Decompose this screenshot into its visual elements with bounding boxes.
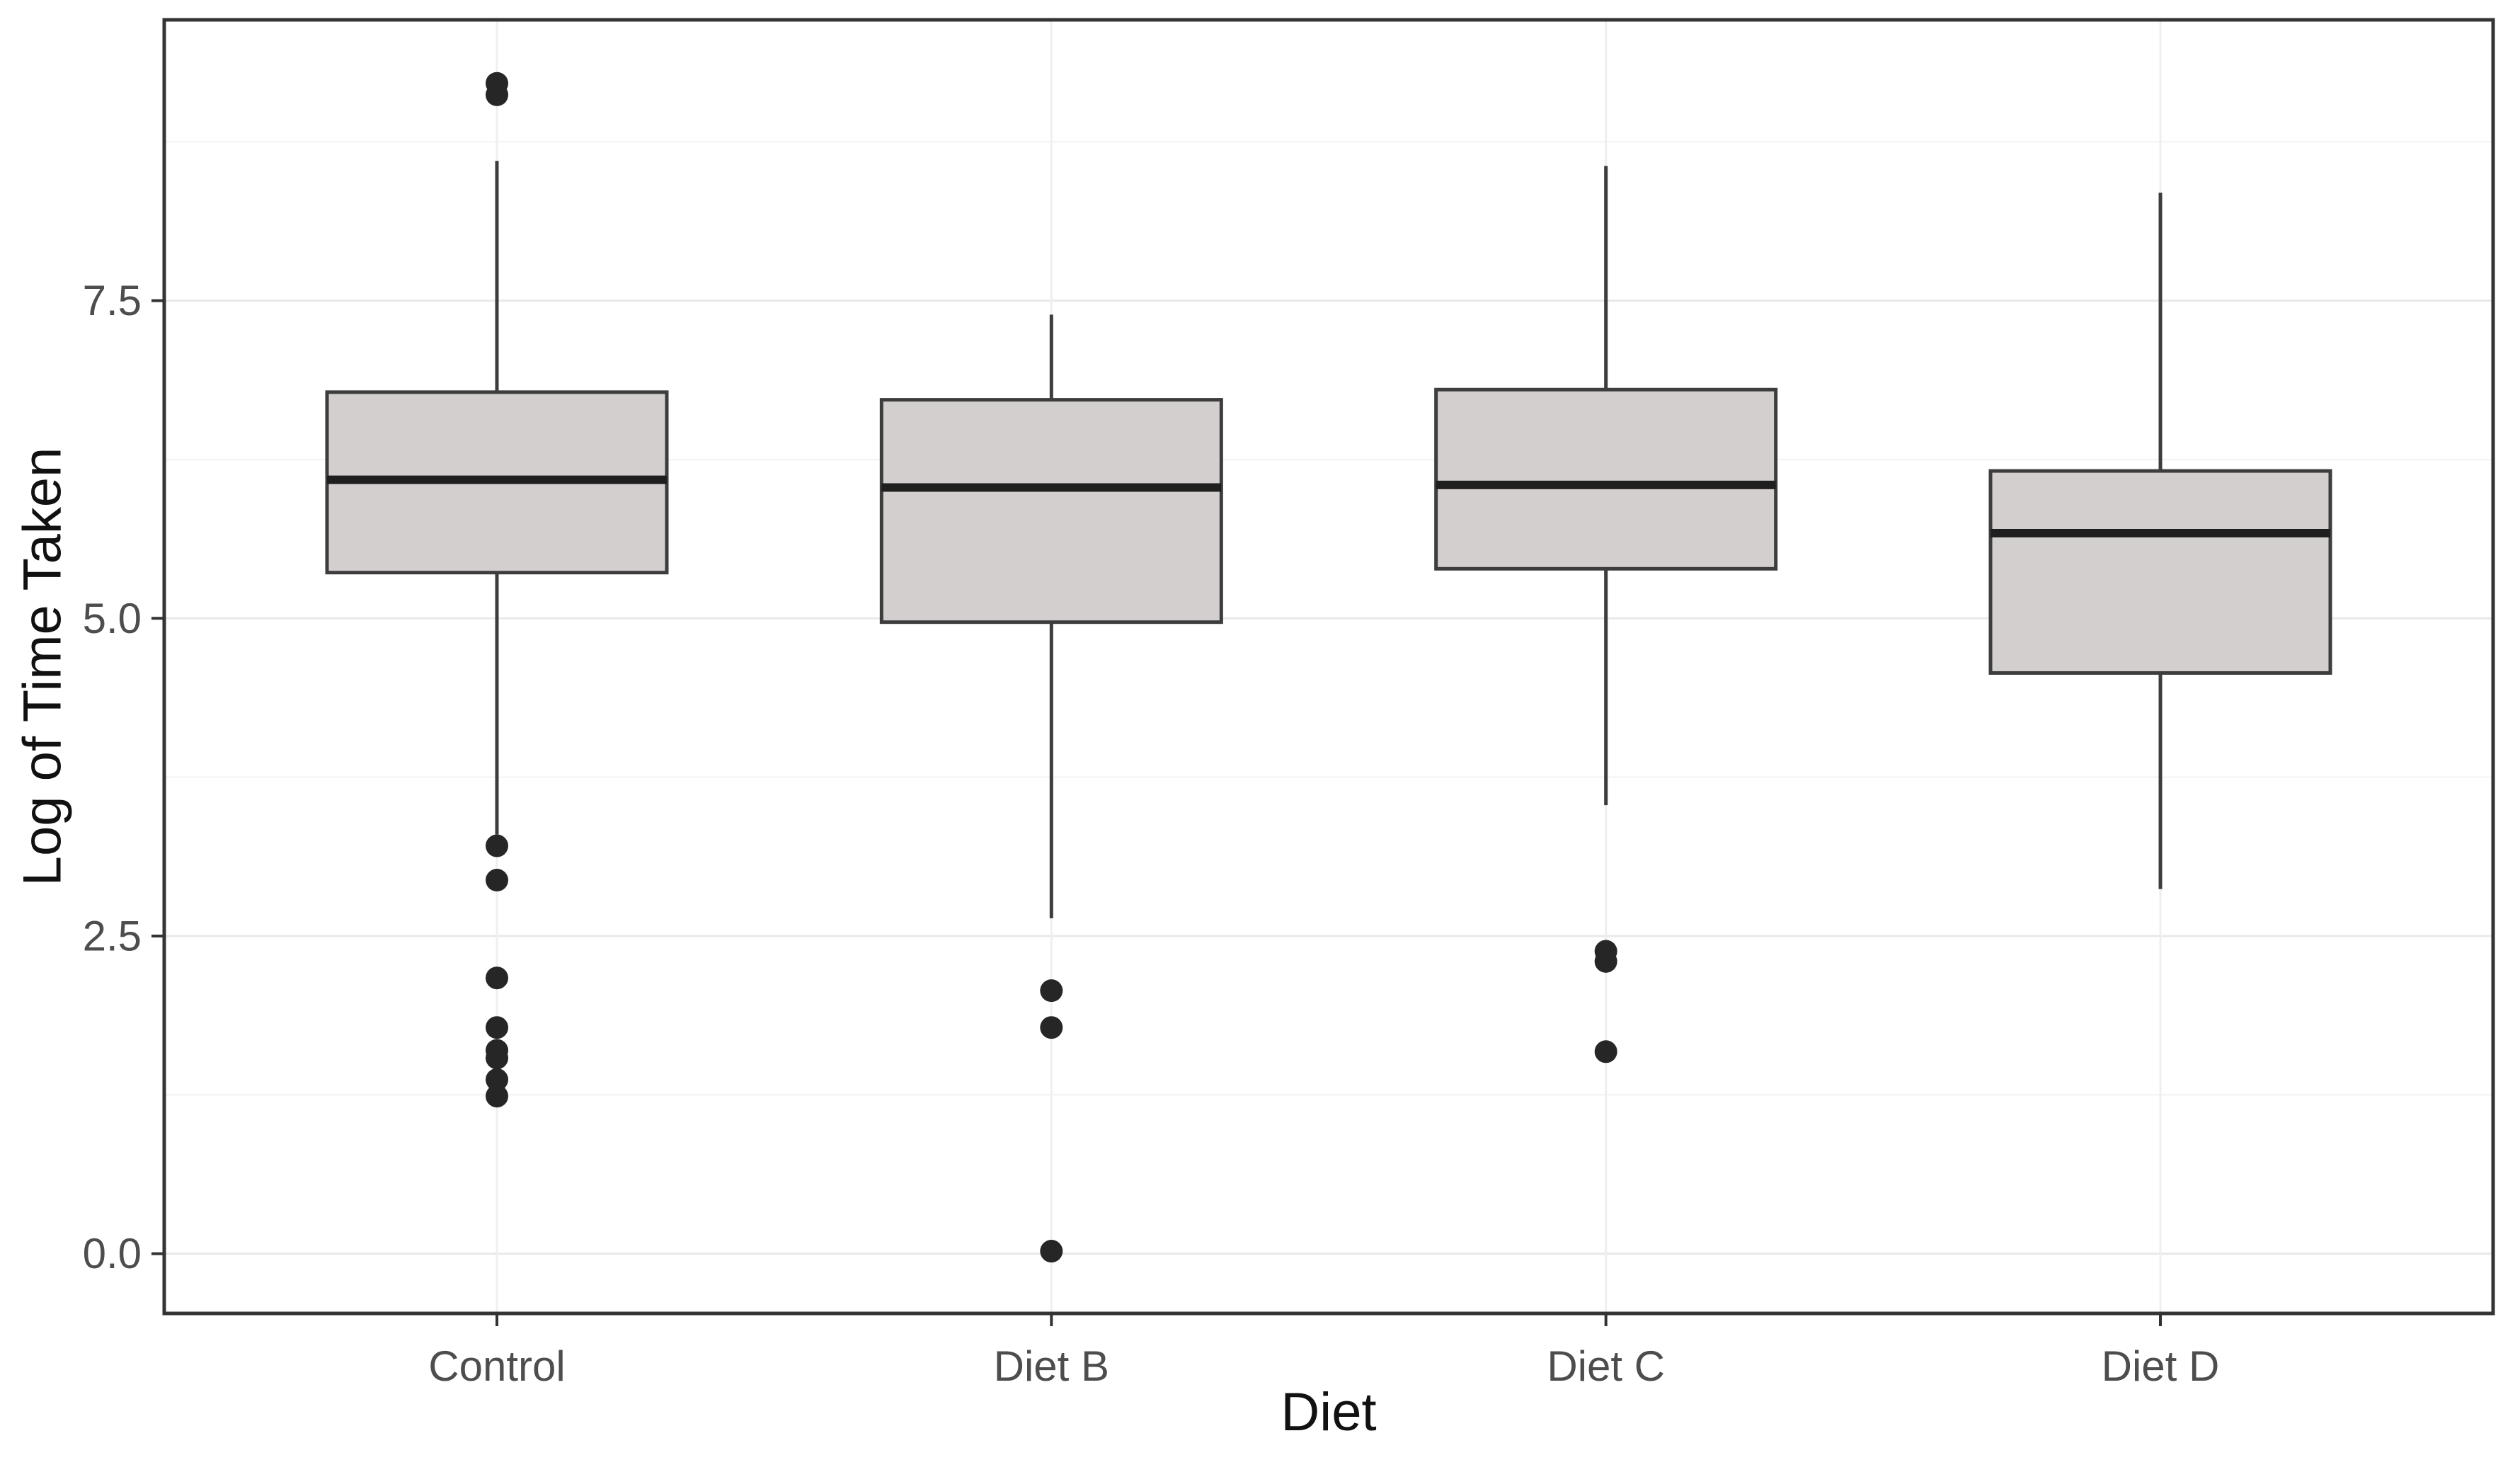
outlier-point [486,1085,508,1108]
outlier-point [1040,1240,1063,1263]
outlier-point [486,869,508,892]
outlier-point [486,1046,508,1070]
axis-ticks [151,299,2162,1326]
outlier-point [486,83,508,106]
outlier-point [486,1068,508,1091]
outlier-point [1594,1040,1617,1063]
axis-labels: 0.0 2.5 5.0 7.5 Control Diet B Diet C Di… [13,277,2220,1442]
iqr-box [1988,469,2332,675]
outlier-point [486,1016,508,1039]
y-tick-label: 2.5 [83,912,142,959]
outlier-point [486,966,508,990]
iqr-box [1434,387,1778,571]
outlier-point [486,834,508,857]
boxplot-control [325,72,669,1108]
x-category-label: Diet C [1547,1342,1665,1390]
outlier-point [1040,1016,1063,1039]
panel-border [162,18,2495,1316]
iqr-box [879,398,1223,625]
y-tick-label: 5.0 [83,595,142,642]
boxplot-diet-c [1434,166,1778,1063]
x-category-label: Diet D [2102,1342,2220,1390]
boxplot-diet-b [879,314,1223,1263]
boxplot-diet-d [1988,193,2332,889]
y-tick-label: 7.5 [83,277,142,324]
outlier-point [1040,979,1063,1003]
x-category-label: Diet B [994,1342,1109,1390]
x-axis-title: Diet [1281,1382,1376,1442]
boxplots [325,72,2332,1263]
x-category-label: Control [428,1342,565,1390]
y-axis-title: Log of Time Taken [13,447,73,886]
outlier-point [1594,949,1617,973]
y-tick-label: 0.0 [83,1230,142,1277]
